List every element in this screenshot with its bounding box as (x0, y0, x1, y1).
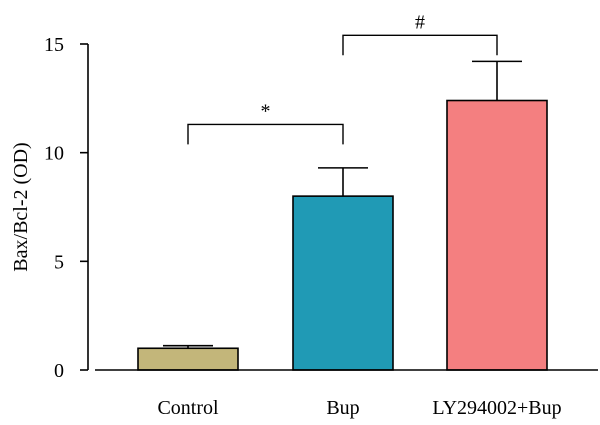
y-tick-label: 10 (44, 143, 64, 165)
significance-bracket (342, 34, 498, 56)
x-category-label: LY294002+Bup (432, 397, 561, 419)
bar-control (137, 347, 239, 371)
x-categories: Control Bup LY294002+Bup (157, 397, 561, 419)
y-ticks: 0 5 10 15 (44, 34, 88, 382)
bar-ly294002-bup (446, 99, 548, 371)
significance-marker: * (261, 100, 271, 122)
x-category-label: Control (157, 397, 219, 419)
y-tick-label: 15 (44, 34, 64, 56)
y-axis-label: Bax/Bcl-2 (OD) (10, 142, 32, 271)
axes (87, 44, 598, 371)
y-tick-label: 5 (54, 251, 64, 273)
bar-bup (292, 195, 394, 371)
plot-area (137, 60, 548, 371)
significance-bracket (187, 123, 344, 145)
significance-annotations: *# (187, 11, 498, 145)
x-category-label: Bup (326, 397, 359, 419)
significance-marker: # (415, 11, 425, 33)
y-tick-label: 0 (54, 360, 64, 382)
